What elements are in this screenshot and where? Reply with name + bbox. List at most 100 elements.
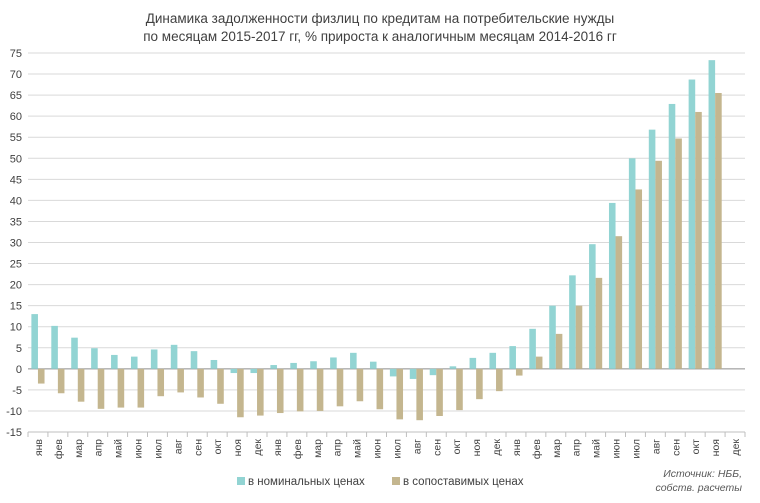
bar-nominal bbox=[330, 357, 337, 369]
bar-nominal bbox=[310, 361, 317, 369]
bar-comparable bbox=[715, 93, 722, 369]
source-note: Источник: НББ, собств. расчеты bbox=[655, 468, 742, 494]
bar-nominal bbox=[549, 305, 556, 369]
bar-comparable bbox=[217, 368, 224, 404]
bar-nominal bbox=[668, 103, 676, 369]
y-tick-label: 10 bbox=[10, 322, 22, 334]
x-tick-label: июл bbox=[630, 439, 642, 459]
x-tick-label: июн bbox=[611, 439, 623, 459]
bar-comparable bbox=[276, 368, 284, 414]
y-tick-label: 20 bbox=[10, 280, 22, 292]
bar-comparable bbox=[77, 368, 85, 402]
x-tick-label: июл bbox=[391, 439, 403, 459]
bar-nominal bbox=[569, 275, 576, 369]
bar-nominal bbox=[509, 346, 516, 369]
x-tick-label: окт bbox=[212, 439, 224, 455]
bar-nominal bbox=[51, 325, 58, 369]
bar-comparable bbox=[655, 160, 662, 369]
bar-comparable bbox=[675, 138, 682, 369]
bar-comparable bbox=[535, 356, 543, 369]
bar-nominal bbox=[389, 368, 397, 377]
legend: в номинальных ценах в сопоставимых ценах bbox=[237, 476, 524, 488]
y-tick-label: 65 bbox=[10, 90, 22, 102]
y-axis: -15 -10 -5 0 5 10 15 20 25 30 35 40 45 50 55 60 65 70 75 bbox=[6, 48, 22, 439]
bar-comparable bbox=[356, 368, 364, 402]
y-tick-label: 25 bbox=[10, 259, 22, 271]
bar-nominal bbox=[170, 344, 178, 369]
x-tick-label: июн bbox=[133, 439, 145, 459]
x-tick-label: май bbox=[113, 439, 125, 458]
x-tick-label: авг bbox=[411, 439, 423, 454]
x-tick-label: апр bbox=[332, 439, 344, 457]
y-tick-label: -15 bbox=[6, 427, 22, 439]
x-axis: янв фев мар апр май июн июл авг сен окт ноя дек янв ф… bbox=[27, 431, 746, 459]
bar-comparable bbox=[695, 111, 702, 369]
x-tick-label: сен bbox=[431, 439, 443, 456]
y-tick-label: 15 bbox=[10, 301, 22, 313]
x-tick-label: дек bbox=[491, 439, 503, 456]
legend-label-nominal: в номинальных ценах bbox=[248, 476, 365, 488]
y-tick-label: 75 bbox=[10, 48, 22, 60]
y-tick-label: 0 bbox=[16, 364, 22, 376]
bar-nominal bbox=[688, 79, 696, 369]
bar-comparable bbox=[117, 368, 125, 408]
bar-comparable bbox=[555, 333, 563, 369]
bar-comparable bbox=[615, 236, 623, 369]
legend-label-comparable: в сопоставимых ценах bbox=[403, 476, 524, 488]
bar-nominal bbox=[489, 352, 497, 369]
y-tick-label: 50 bbox=[10, 153, 22, 165]
x-tick-label: май bbox=[591, 439, 603, 458]
bar-nominal bbox=[469, 357, 477, 369]
y-tick-label: 35 bbox=[10, 216, 22, 228]
x-tick-label: мар bbox=[312, 439, 324, 458]
x-tick-label: авг bbox=[172, 439, 184, 454]
bar-comparable bbox=[595, 277, 603, 369]
bar-comparable bbox=[237, 368, 244, 418]
bars-group bbox=[31, 60, 722, 421]
bar-comparable bbox=[336, 368, 344, 407]
y-tick-label: 55 bbox=[10, 132, 22, 144]
bar-nominal bbox=[130, 356, 138, 369]
bar-nominal bbox=[31, 314, 38, 369]
bar-comparable bbox=[436, 368, 443, 416]
x-tick-label: фев bbox=[292, 439, 304, 459]
bar-nominal bbox=[290, 362, 297, 369]
x-tick-label: апр bbox=[571, 439, 583, 457]
y-tick-label: 45 bbox=[10, 174, 22, 186]
bar-comparable bbox=[496, 368, 503, 392]
bar-comparable bbox=[515, 368, 523, 376]
chart-title: Динамика задолженности физлиц по кредита… bbox=[143, 11, 617, 44]
y-tick-label: 60 bbox=[10, 111, 22, 123]
x-tick-label: май bbox=[352, 439, 364, 458]
bar-comparable bbox=[456, 368, 463, 411]
x-tick-label: сен bbox=[670, 439, 682, 456]
bar-comparable bbox=[376, 368, 384, 410]
x-tick-label: мар bbox=[73, 439, 85, 458]
bar-comparable bbox=[137, 368, 145, 408]
bar-comparable bbox=[57, 368, 65, 394]
bar-nominal bbox=[190, 351, 198, 369]
bar-nominal bbox=[369, 361, 377, 369]
x-tick-label: мар bbox=[551, 439, 563, 458]
legend-swatch-nominal bbox=[237, 477, 245, 485]
bar-nominal bbox=[250, 368, 258, 374]
x-tick-label: дек bbox=[252, 439, 264, 456]
x-tick-label: апр bbox=[93, 439, 105, 457]
x-tick-label: окт bbox=[690, 439, 702, 455]
bar-nominal bbox=[71, 337, 78, 369]
bar-nominal bbox=[350, 352, 357, 369]
x-tick-label: дек bbox=[730, 439, 742, 456]
bar-nominal bbox=[449, 366, 457, 369]
y-tick-label: -10 bbox=[6, 406, 22, 418]
bar-comparable bbox=[157, 368, 165, 397]
source-note-line-1: Источник: НББ, bbox=[663, 468, 742, 480]
bar-nominal bbox=[150, 349, 158, 369]
bar-comparable bbox=[635, 189, 643, 369]
bar-nominal bbox=[708, 60, 716, 369]
x-tick-label: июл bbox=[152, 439, 164, 459]
bar-comparable bbox=[37, 368, 45, 384]
bar-comparable bbox=[575, 305, 583, 369]
gridlines bbox=[28, 52, 745, 433]
bar-nominal bbox=[270, 365, 277, 369]
bar-comparable bbox=[257, 368, 264, 416]
